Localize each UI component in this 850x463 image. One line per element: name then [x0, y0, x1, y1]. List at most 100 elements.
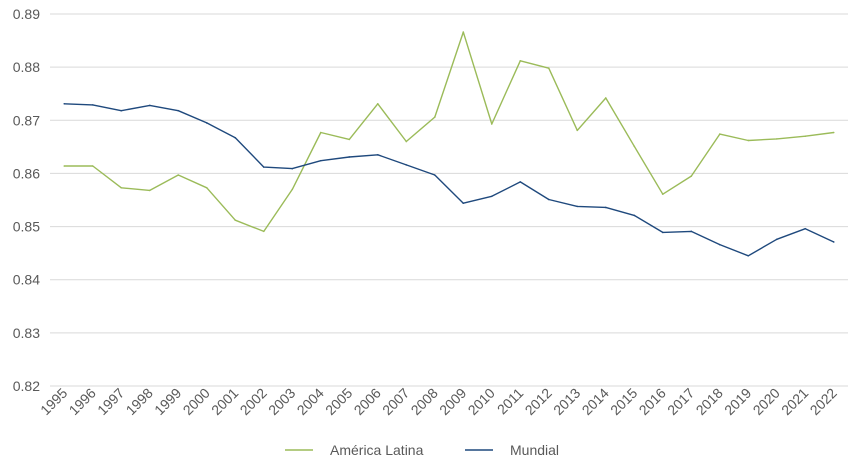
data-point — [205, 122, 208, 124]
data-point — [120, 186, 123, 189]
x-tick-label: 2000 — [180, 385, 213, 418]
data-point — [63, 165, 66, 167]
data-point — [63, 103, 66, 105]
x-tick-label: 2021 — [778, 385, 811, 418]
data-point — [718, 243, 721, 246]
data-point — [405, 164, 408, 166]
data-point — [519, 181, 522, 183]
data-point — [490, 195, 493, 198]
data-point — [234, 137, 237, 139]
x-tick-label: 2014 — [579, 385, 612, 418]
data-point — [633, 214, 636, 217]
data-point — [661, 231, 664, 234]
x-axis-tick-labels: 1995199619971998199920002001200220032004… — [37, 385, 840, 418]
data-point — [690, 175, 693, 177]
data-point — [177, 174, 180, 176]
series-line-0 — [64, 31, 834, 233]
x-tick-label: 1997 — [94, 385, 127, 418]
data-point — [604, 97, 607, 99]
y-tick-label: 0.82 — [13, 378, 40, 394]
data-point — [262, 166, 265, 168]
data-point — [291, 167, 294, 170]
data-point — [519, 59, 522, 62]
data-point — [804, 135, 807, 138]
data-point — [376, 154, 379, 156]
data-point — [633, 145, 636, 148]
x-tick-label: 1996 — [66, 385, 99, 418]
data-point — [205, 186, 208, 189]
data-point — [319, 159, 322, 162]
x-tick-label: 2012 — [522, 385, 555, 418]
y-tick-label: 0.89 — [13, 6, 40, 22]
y-tick-label: 0.84 — [13, 272, 40, 288]
x-tick-label: 2002 — [237, 385, 270, 418]
x-tick-label: 2010 — [465, 385, 498, 418]
data-point — [661, 193, 664, 195]
y-tick-label: 0.83 — [13, 325, 40, 341]
data-point — [148, 104, 151, 107]
x-tick-label: 2005 — [322, 385, 355, 418]
x-tick-label: 2015 — [607, 385, 640, 418]
x-tick-label: 2006 — [351, 385, 384, 418]
data-point — [234, 219, 237, 221]
x-tick-label: 2001 — [208, 385, 241, 418]
data-point — [690, 230, 693, 233]
legend: América Latina Mundial — [285, 442, 559, 458]
series-line-1 — [64, 103, 835, 257]
y-axis-tick-labels: 0.82 0.83 0.84 0.85 0.86 0.87 0.88 0.89 — [13, 6, 40, 394]
x-tick-label: 2018 — [693, 385, 726, 418]
data-point — [775, 138, 778, 140]
x-tick-label: 2022 — [807, 385, 840, 418]
x-tick-label: 2008 — [408, 385, 441, 418]
x-tick-label: 2004 — [294, 385, 327, 418]
y-tick-label: 0.86 — [13, 165, 40, 181]
data-point — [433, 116, 436, 118]
data-point — [547, 198, 550, 201]
x-tick-label: 2020 — [750, 385, 783, 418]
data-point — [376, 103, 379, 105]
data-point — [262, 230, 265, 233]
x-tick-label: 2003 — [265, 385, 298, 418]
data-point — [91, 104, 94, 106]
y-tick-label: 0.88 — [13, 59, 40, 75]
data-point — [405, 140, 408, 143]
x-tick-label: 2011 — [494, 385, 527, 418]
data-point — [547, 67, 550, 70]
legend-label: América Latina — [330, 442, 424, 458]
y-tick-label: 0.85 — [13, 219, 40, 235]
data-point — [462, 202, 465, 204]
x-tick-label: 1998 — [123, 385, 156, 418]
data-point — [832, 131, 835, 134]
data-point — [576, 129, 579, 132]
x-tick-label: 2013 — [550, 385, 583, 418]
x-tick-label: 2009 — [436, 385, 469, 418]
data-point — [177, 109, 180, 112]
data-point — [490, 123, 493, 125]
data-point — [604, 206, 607, 209]
data-point — [120, 109, 123, 112]
legend-label: Mundial — [510, 442, 559, 458]
data-point — [91, 165, 94, 167]
data-point — [775, 238, 778, 241]
data-point — [291, 188, 294, 191]
x-tick-label: 2017 — [664, 385, 697, 418]
x-tick-label: 1995 — [37, 385, 70, 418]
data-point — [747, 255, 750, 257]
x-tick-label: 1999 — [151, 385, 184, 418]
x-tick-label: 2016 — [636, 385, 669, 418]
data-point — [348, 138, 351, 141]
y-tick-label: 0.87 — [13, 112, 40, 128]
gridlines — [50, 13, 848, 387]
data-point — [433, 174, 436, 176]
data-point — [462, 31, 465, 33]
series-lines — [63, 31, 835, 257]
data-point — [319, 131, 322, 134]
data-point — [832, 241, 835, 243]
x-tick-label: 2019 — [721, 385, 754, 418]
x-tick-label: 2007 — [379, 385, 412, 418]
data-point — [148, 189, 151, 192]
data-point — [747, 139, 750, 142]
data-point — [348, 156, 351, 158]
data-point — [576, 205, 579, 208]
